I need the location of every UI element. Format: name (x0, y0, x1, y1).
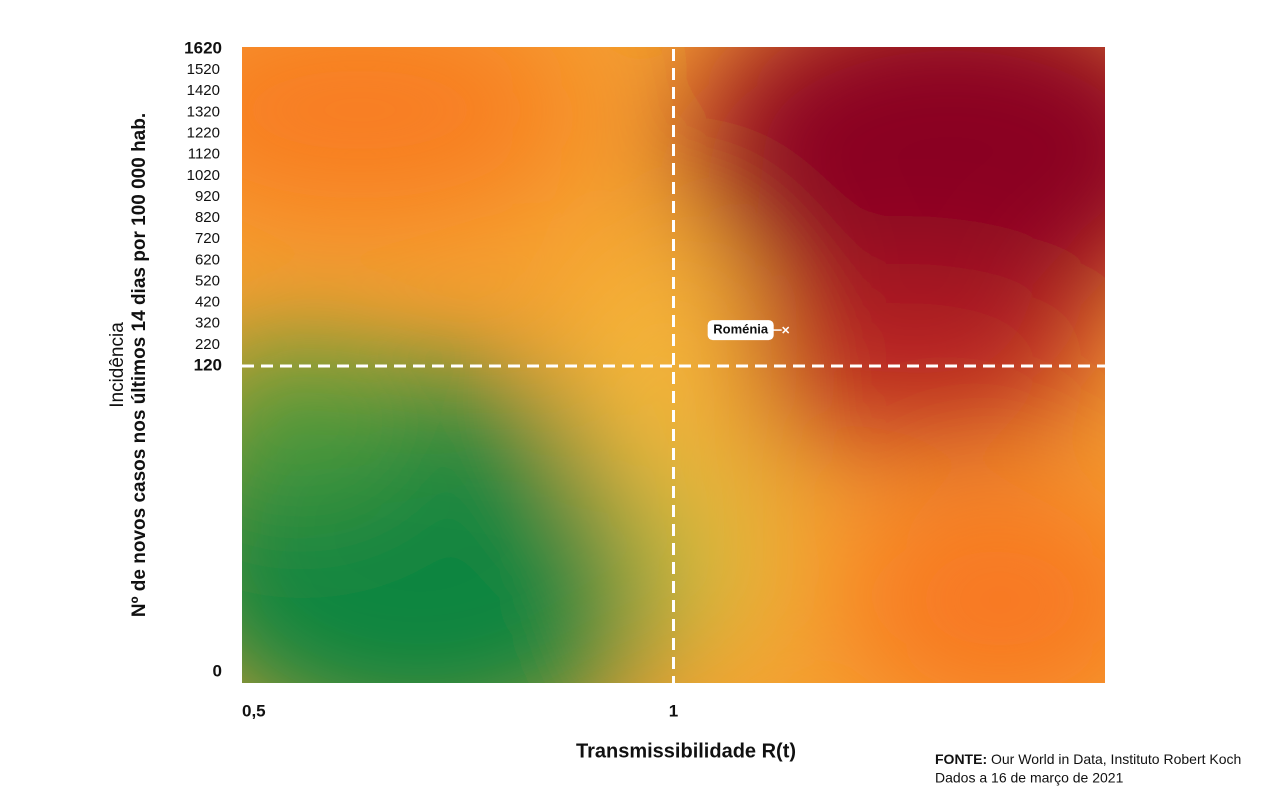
y-tick-label: 0 (213, 661, 222, 680)
x-axis-label: Transmissibilidade R(t) (576, 740, 796, 762)
y-tick-label: 920 (195, 188, 220, 205)
y-tick-label: 220 (195, 336, 220, 353)
point-marker (782, 326, 790, 334)
x-tick-label: 0,5 (242, 701, 266, 720)
point: Roménia (707, 320, 790, 341)
y-axis-label: Nº de novos casos nos últimos 14 dias po… (129, 113, 150, 617)
y-tick-label: 1520 (187, 61, 220, 78)
source-text: Our World in Data, Instituto Robert Koch (991, 751, 1241, 767)
x-tick-label: 1 (669, 701, 678, 720)
point-label: Roménia (713, 322, 769, 337)
y-tick-label: 1020 (187, 167, 220, 184)
label-box (707, 320, 774, 341)
y-tick-label: 520 (195, 272, 220, 289)
source: FONTE: Our World in Data, Instituto Robe… (935, 751, 1241, 767)
y-tick-label: 1420 (187, 82, 220, 99)
source-label: FONTE: (935, 751, 987, 767)
y-tick-label: 620 (195, 251, 220, 268)
y-tick-label: 120 (194, 355, 222, 374)
note: Dados a 16 de março de 2021 (935, 770, 1124, 786)
y-tick-label: 720 (195, 230, 220, 247)
y-axis-label: Incidência (107, 322, 128, 408)
y-tick-label: 320 (195, 315, 220, 332)
y-tick-label: 1620 (184, 38, 222, 57)
y-tick-label: 1120 (188, 146, 220, 163)
y-tick-label: 1320 (187, 103, 220, 120)
y-tick-label: 1220 (187, 125, 220, 142)
y-tick-label: 820 (195, 209, 220, 226)
y-tick-label: 420 (195, 294, 220, 311)
